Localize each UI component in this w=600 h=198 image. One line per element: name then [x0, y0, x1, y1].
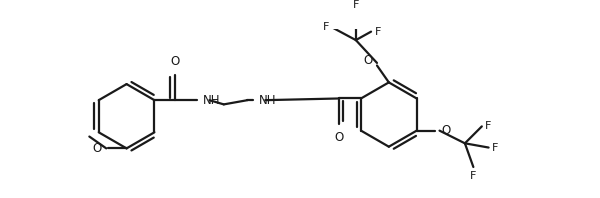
Text: F: F	[485, 121, 491, 131]
Text: NH: NH	[259, 94, 276, 107]
Text: O: O	[364, 54, 373, 67]
Text: O: O	[441, 124, 451, 137]
Text: F: F	[353, 0, 359, 10]
Text: F: F	[492, 143, 499, 152]
Text: NH: NH	[203, 94, 220, 107]
Text: F: F	[374, 27, 381, 37]
Text: F: F	[470, 171, 476, 181]
Text: O: O	[334, 131, 344, 144]
Text: O: O	[93, 142, 102, 155]
Text: F: F	[322, 22, 329, 32]
Text: O: O	[170, 55, 179, 68]
